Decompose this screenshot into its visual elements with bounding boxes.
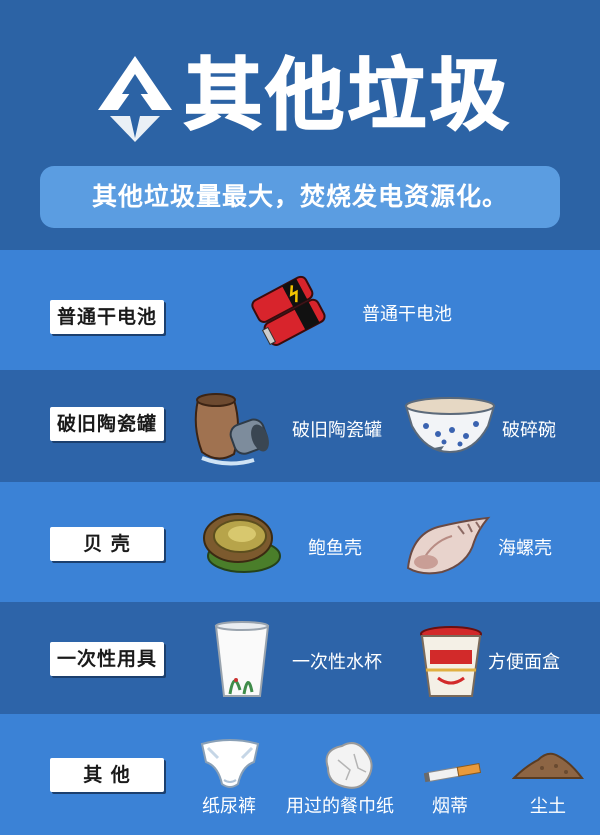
- tissue-icon: [325, 742, 373, 789]
- ceramic-jar-icon: [194, 393, 269, 466]
- noodle-box-icon: [420, 626, 482, 697]
- category-row-shells: 贝 壳 鲍鱼壳 海螺壳: [0, 482, 600, 602]
- category-label: 普通干电池: [50, 300, 164, 334]
- category-row-others: 其 他 纸尿裤 用过的餐巾纸 烟蒂 尘土: [0, 714, 600, 835]
- diaper-icon: [200, 739, 260, 788]
- category-row-ceramics: 破旧陶瓷罐 破旧陶瓷罐 破碎碗: [0, 370, 600, 482]
- category-label: 贝 壳: [50, 527, 164, 561]
- item-label: 尘土: [530, 796, 566, 817]
- dust-pile-icon: [512, 752, 584, 779]
- header: 其他垃圾 其他垃圾量最大，焚烧发电资源化。: [0, 0, 600, 250]
- cigarette-butt-icon: [424, 762, 482, 783]
- item-label: 破旧陶瓷罐: [292, 420, 382, 441]
- slogan-banner: 其他垃圾量最大，焚烧发电资源化。: [40, 166, 560, 228]
- category-label: 一次性用具: [50, 642, 164, 676]
- category-row-disposables: 一次性用具 一次性水杯 方便面盒: [0, 602, 600, 714]
- item-label: 鲍鱼壳: [308, 538, 362, 559]
- abalone-shell-icon: [203, 513, 281, 573]
- battery-icon: [251, 275, 326, 346]
- item-label: 普通干电池: [362, 304, 452, 325]
- recycle-arrow-icon: [98, 56, 172, 142]
- conch-shell-icon: [406, 516, 491, 575]
- item-label: 用过的餐巾纸: [286, 796, 394, 817]
- item-label: 烟蒂: [432, 796, 468, 817]
- item-label: 纸尿裤: [202, 796, 256, 817]
- page-title: 其他垃圾: [183, 50, 513, 142]
- item-label: 方便面盒: [488, 652, 560, 673]
- item-label: 一次性水杯: [292, 652, 382, 673]
- category-label: 其 他: [50, 758, 164, 792]
- broken-bowl-icon: [404, 397, 496, 454]
- item-label: 破碎碗: [502, 420, 556, 441]
- category-row-battery: 普通干电池 普通干电池: [0, 250, 600, 370]
- item-label: 海螺壳: [498, 538, 552, 559]
- paper-cup-icon: [214, 621, 270, 697]
- category-label: 破旧陶瓷罐: [50, 407, 164, 441]
